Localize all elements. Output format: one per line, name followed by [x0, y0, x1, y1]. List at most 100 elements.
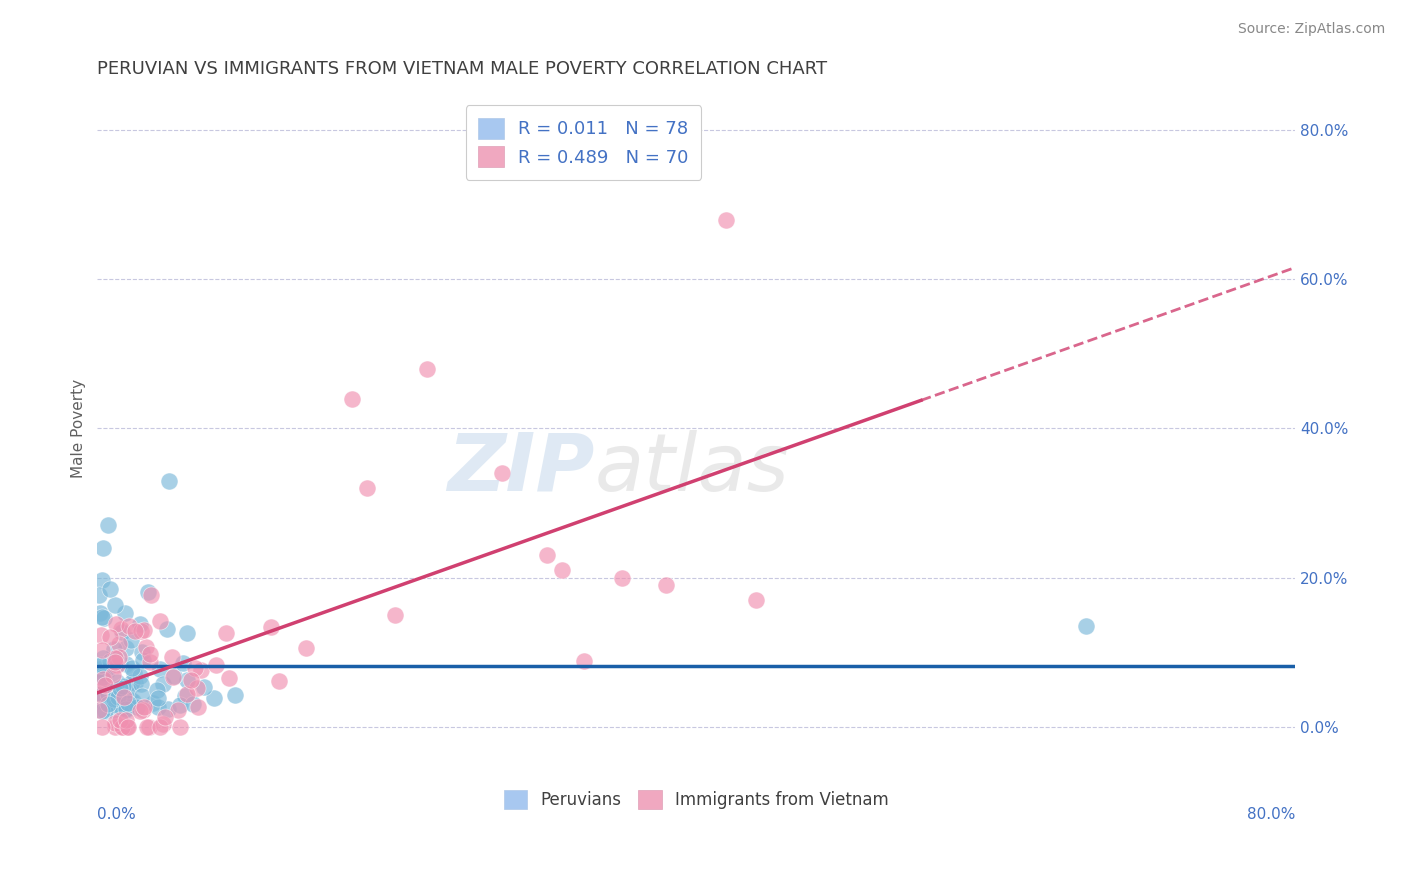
Point [120, 692, 142, 706]
Point [115, 657, 138, 671]
Point [131, 624, 153, 638]
Point [103, 692, 125, 706]
Point [224, 688, 246, 702]
Point [87, 662, 110, 676]
Point [340, 392, 363, 406]
Point [149, 661, 172, 675]
Point [138, 720, 160, 734]
Point [121, 694, 143, 708]
Point [610, 570, 633, 584]
Point [139, 589, 162, 603]
Point [416, 361, 439, 376]
Point [745, 592, 768, 607]
Point [115, 703, 138, 717]
Point [115, 640, 138, 655]
Point [111, 679, 134, 693]
Point [111, 720, 134, 734]
Point [124, 665, 146, 680]
Point [125, 700, 148, 714]
Point [124, 676, 146, 690]
Point [572, 654, 595, 668]
Point [103, 642, 125, 657]
Point [90, 657, 112, 672]
Point [131, 690, 153, 704]
Point [132, 653, 155, 667]
Point [97, 518, 120, 533]
Point [215, 626, 238, 640]
Point [89, 606, 111, 620]
Point [131, 645, 153, 659]
Point [114, 702, 136, 716]
Point [115, 714, 138, 728]
Point [384, 607, 406, 622]
Point [117, 696, 139, 710]
Point [294, 640, 316, 655]
Point [142, 696, 165, 710]
Point [174, 690, 197, 704]
Point [536, 548, 558, 562]
Point [176, 687, 198, 701]
Point [91, 673, 114, 687]
Point [153, 710, 176, 724]
Point [111, 720, 134, 734]
Point [160, 650, 183, 665]
Point [91, 670, 114, 684]
Point [136, 585, 159, 599]
Point [89, 686, 111, 700]
Point [112, 690, 135, 704]
Point [129, 704, 152, 718]
Point [190, 663, 212, 677]
Point [149, 720, 172, 734]
Point [111, 701, 134, 715]
Point [131, 703, 153, 717]
Point [100, 654, 122, 668]
Point [152, 716, 174, 731]
Point [163, 668, 186, 682]
Point [90, 704, 112, 718]
Point [157, 701, 180, 715]
Point [117, 720, 139, 734]
Point [129, 677, 152, 691]
Point [97, 698, 120, 712]
Text: Source: ZipAtlas.com: Source: ZipAtlas.com [1237, 22, 1385, 37]
Point [167, 703, 190, 717]
Point [135, 640, 157, 655]
Point [124, 624, 146, 638]
Point [205, 658, 228, 673]
Point [110, 713, 132, 727]
Point [108, 681, 131, 695]
Point [108, 637, 131, 651]
Point [107, 674, 129, 689]
Point [104, 715, 127, 730]
Point [121, 661, 143, 675]
Text: atlas: atlas [595, 430, 789, 508]
Text: PERUVIAN VS IMMIGRANTS FROM VIETNAM MALE POVERTY CORRELATION CHART: PERUVIAN VS IMMIGRANTS FROM VIETNAM MALE… [97, 60, 828, 78]
Point [105, 698, 128, 713]
Point [90, 643, 112, 657]
Point [104, 598, 127, 612]
Point [107, 649, 129, 664]
Point [157, 474, 180, 488]
Point [97, 687, 120, 701]
Point [87, 687, 110, 701]
Point [91, 610, 114, 624]
Point [169, 698, 191, 712]
Point [550, 563, 572, 577]
Point [183, 697, 205, 711]
Point [87, 588, 110, 602]
Point [149, 614, 172, 628]
Point [162, 670, 184, 684]
Point [107, 690, 129, 705]
Point [108, 656, 131, 670]
Point [146, 682, 169, 697]
Point [202, 690, 225, 705]
Point [267, 673, 290, 688]
Point [104, 720, 127, 734]
Point [120, 632, 142, 647]
Point [135, 720, 157, 734]
Legend: Peruvians, Immigrants from Vietnam: Peruvians, Immigrants from Vietnam [498, 783, 896, 816]
Point [176, 673, 198, 688]
Text: 0.0%: 0.0% [97, 807, 136, 822]
Point [186, 681, 208, 696]
Point [111, 625, 134, 640]
